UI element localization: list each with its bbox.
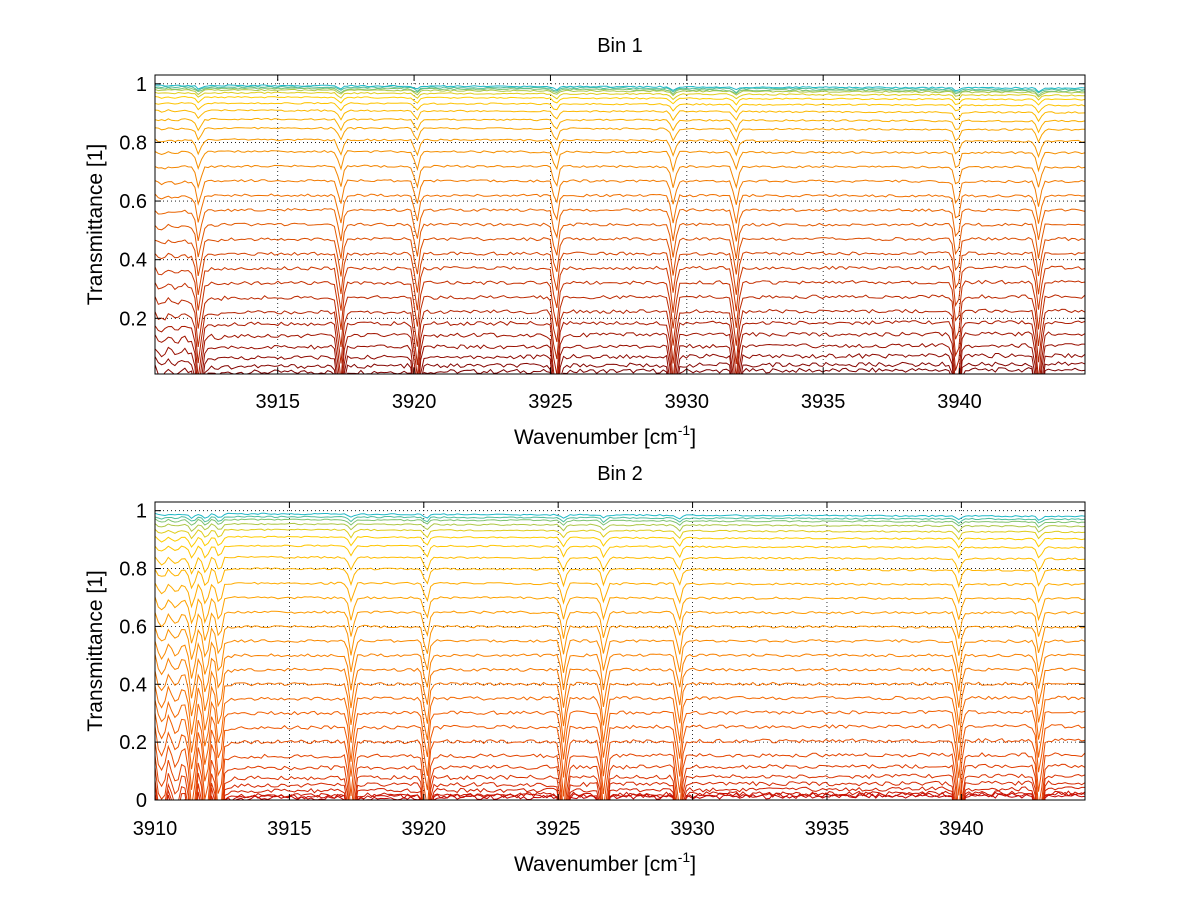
series-line (155, 528, 1085, 541)
series-line (155, 709, 1085, 770)
x-tick-label: 3915 (267, 818, 312, 840)
series-line (155, 352, 1085, 374)
series-line (155, 308, 1085, 366)
series-line (155, 535, 1085, 549)
y-tick-label: 0.4 (119, 674, 147, 696)
series-line (155, 581, 1085, 609)
y-tick-label: 0.8 (119, 132, 147, 154)
series-line (155, 101, 1085, 114)
y-tick-label: 0.4 (119, 250, 147, 272)
series-line (155, 786, 1085, 800)
series-line (155, 639, 1085, 679)
series-line (155, 320, 1085, 374)
series-line (155, 343, 1085, 374)
chart-title: Bin 2 (597, 463, 643, 485)
x-tick-label: 3940 (937, 391, 982, 413)
series-line (155, 681, 1085, 735)
series-line (155, 723, 1085, 790)
x-tick-label: 3935 (801, 391, 846, 413)
series-line (155, 544, 1085, 559)
series-line (155, 763, 1085, 800)
series-line (155, 596, 1085, 625)
series-line (155, 117, 1085, 134)
series-line (155, 522, 1085, 533)
y-tick-label: 1 (136, 501, 147, 523)
series-line (155, 555, 1085, 575)
series-line (155, 294, 1085, 347)
bin2-chart: 3910 3915 3920 3925 3930 3935 3940 0 0.2 0.4 0.6 0.… (84, 463, 1086, 876)
series-line (155, 109, 1085, 123)
x-tick-label: 3930 (665, 391, 710, 413)
series-line (155, 567, 1085, 590)
series-line (155, 88, 1085, 98)
y-tick-label: 0.2 (119, 732, 147, 754)
series-line (155, 695, 1085, 753)
series-line (155, 518, 1085, 528)
x-tick-label: 3910 (133, 818, 178, 840)
x-tick-label: 3935 (805, 818, 850, 840)
series-line (155, 773, 1085, 800)
series-line (155, 84, 1085, 93)
y-tick-label: 0 (136, 790, 147, 812)
x-axis-label: Wavenumber [cm-1] (514, 849, 696, 876)
series-line (155, 236, 1085, 277)
series-line (155, 331, 1085, 374)
x-tick-label: 3915 (255, 391, 300, 413)
series-line (155, 624, 1085, 660)
y-axis-label: Transmittance [1] (84, 144, 107, 305)
x-axis-label: Wavenumber [cm-1] (514, 422, 696, 449)
y-tick-label: 0.2 (119, 308, 147, 330)
series-group (155, 512, 1085, 800)
axes-box (154, 501, 1086, 801)
bin1-chart: 3915 3920 3925 3930 3935 3940 0.2 0.4 0.6 0.8 1 Bin… (84, 35, 1086, 449)
series-line (155, 193, 1085, 224)
series-line (155, 126, 1085, 144)
series-line (155, 610, 1085, 644)
x-tick-label: 3925 (528, 391, 573, 413)
series-group (155, 84, 1085, 374)
series-line (155, 178, 1085, 207)
series-line (155, 737, 1085, 800)
x-tick-label: 3925 (536, 818, 581, 840)
series-line (155, 164, 1085, 190)
series-line (155, 222, 1085, 259)
y-axis-label: Transmittance [1] (84, 570, 107, 731)
series-line (155, 87, 1085, 97)
series-line (184, 367, 1085, 374)
x-tick-label: 3920 (392, 391, 437, 413)
series-line (155, 791, 1085, 800)
chart-title: Bin 1 (597, 35, 643, 57)
series-line (155, 251, 1085, 295)
y-tick-label: 0.6 (119, 616, 147, 638)
y-tick-label: 0.6 (119, 191, 147, 213)
series-line (155, 95, 1085, 106)
x-tick-label: 3920 (402, 818, 447, 840)
series-line (155, 515, 1085, 524)
series-line (155, 208, 1085, 242)
series-line (155, 85, 1085, 94)
x-tick-label: 3930 (670, 818, 715, 840)
x-tick-label: 3940 (939, 818, 984, 840)
series-line (155, 752, 1085, 800)
series-line (155, 667, 1085, 717)
y-tick-label: 1 (136, 74, 147, 96)
y-tick-label: 0.8 (119, 559, 147, 581)
series-line (155, 150, 1085, 173)
series-line (155, 361, 1085, 374)
series-line (155, 265, 1085, 313)
series-line (155, 138, 1085, 159)
series-line (155, 279, 1085, 330)
plot-area (155, 502, 1085, 800)
series-line (155, 512, 1085, 521)
series-line (227, 793, 1085, 800)
series-line (155, 780, 1085, 800)
series-line (155, 790, 1085, 800)
series-line (155, 91, 1085, 101)
series-line (155, 653, 1085, 699)
axes-box (154, 74, 1086, 375)
